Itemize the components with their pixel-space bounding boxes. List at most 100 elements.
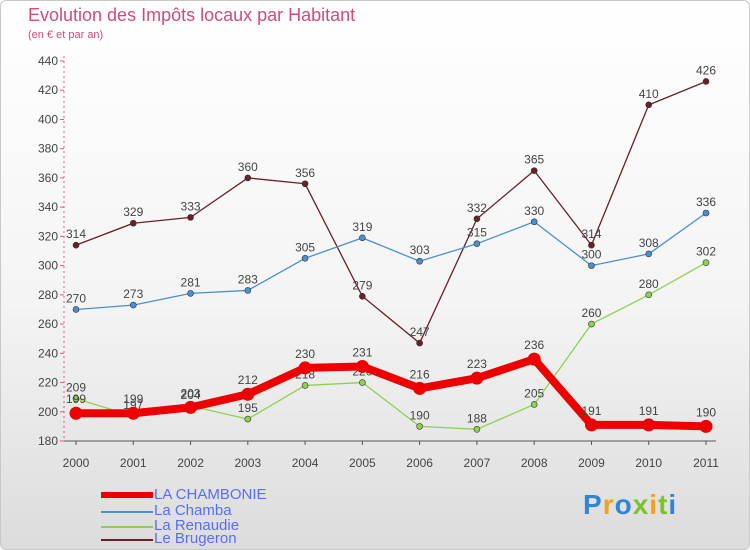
y-tick-label: 360 (38, 171, 58, 185)
data-point-le-brugeron (530, 167, 538, 174)
proxiti-logo: Proxiti (583, 489, 677, 521)
data-label-le-brugeron: 426 (696, 63, 716, 77)
data-point-le-brugeron (244, 174, 252, 182)
legend-swatch-la-renaudie (101, 526, 153, 528)
data-label-la-chamba: 281 (181, 275, 201, 289)
data-label-la-chambonie: 216 (410, 367, 430, 381)
data-label-le-brugeron: 314 (66, 227, 86, 241)
legend-label-la-chamba: La Chamba (154, 502, 232, 519)
data-point-la-renaudie (416, 423, 423, 430)
data-label-la-chamba: 303 (410, 243, 430, 257)
y-tick-label: 320 (38, 229, 58, 243)
y-tick-label: 180 (38, 434, 58, 448)
data-label-la-chambonie: 223 (467, 357, 487, 371)
x-tick-label: 2004 (292, 456, 319, 470)
data-point-le-brugeron (645, 101, 653, 109)
data-label-le-brugeron: 279 (352, 278, 372, 292)
x-tick-label: 2009 (578, 456, 605, 470)
data-point-la-chambonie (126, 406, 140, 420)
data-point-la-chamba (187, 290, 194, 297)
data-point-le-brugeron (702, 78, 710, 85)
data-label-le-brugeron: 333 (181, 199, 201, 213)
x-tick-label: 2007 (464, 456, 491, 470)
data-point-la-renaudie (530, 401, 538, 408)
x-tick-label: 2008 (521, 456, 548, 470)
legend-swatch-la-chamba (101, 511, 153, 513)
data-label-la-chambonie: 230 (295, 347, 315, 361)
data-label-la-renaudie: 205 (524, 386, 544, 400)
data-label-la-chamba: 300 (581, 248, 601, 262)
data-point-la-chamba (359, 234, 366, 242)
chart-subtitle: (en € et par an) (28, 29, 104, 41)
data-point-la-renaudie (473, 426, 481, 433)
x-tick-label: 2010 (635, 456, 662, 470)
logo-letter: o (614, 489, 633, 520)
data-point-la-chamba (301, 255, 309, 262)
data-label-le-brugeron: 365 (524, 153, 544, 167)
data-point-la-chamba (244, 287, 252, 294)
data-point-le-brugeron (129, 219, 137, 227)
x-tick-label: 2001 (120, 456, 147, 470)
data-point-le-brugeron (301, 180, 309, 188)
data-label-le-brugeron: 329 (123, 205, 143, 219)
legend-item-la-chamba: La Chamba (101, 502, 361, 520)
data-label-la-chambonie: 199 (66, 392, 86, 406)
data-point-la-chamba (588, 262, 595, 269)
data-label-la-chamba: 305 (295, 240, 315, 254)
data-point-la-chambonie (642, 418, 656, 432)
data-label-la-chambonie: 191 (639, 404, 659, 418)
data-label-la-renaudie: 195 (238, 401, 258, 415)
data-label-la-chamba: 315 (467, 226, 487, 240)
data-label-la-renaudie: 188 (467, 411, 487, 425)
data-point-la-chambonie (413, 381, 427, 395)
data-point-la-chamba (530, 218, 538, 226)
data-point-la-chambonie (355, 359, 369, 373)
legend-label-la-renaudie: La Renaudie (154, 517, 240, 534)
data-label-la-renaudie: 204 (181, 388, 201, 402)
data-label-la-renaudie: 209 (66, 381, 86, 395)
data-label-la-chamba: 283 (238, 272, 258, 286)
chart-title: Evolution des Impôts locaux par Habitant (28, 5, 356, 25)
y-tick-label: 400 (38, 112, 58, 126)
data-label-la-renaudie: 302 (696, 245, 716, 259)
series-line-la-chambonie (72, 355, 710, 431)
data-label-le-brugeron: 247 (410, 325, 430, 339)
series-line-la-renaudie (75, 262, 707, 430)
logo-letter: i (668, 489, 678, 520)
data-label-le-brugeron: 356 (295, 166, 315, 180)
legend-item-la-renaudie: La Renaudie (101, 517, 361, 535)
x-tick-label: 2000 (63, 456, 90, 470)
data-point-la-chambonie (527, 352, 541, 366)
y-tick-label: 300 (38, 259, 58, 273)
logo-letter: r (602, 489, 615, 520)
x-tick-label: 2006 (406, 456, 433, 470)
data-label-la-chamba: 273 (123, 287, 143, 301)
data-label-la-chambonie: 203 (181, 386, 201, 400)
y-tick-label: 220 (38, 376, 58, 390)
x-tick-label: 2002 (177, 456, 204, 470)
data-point-la-renaudie (244, 415, 252, 423)
legend-label-la-chambonie: LA CHAMBONIE (154, 486, 267, 503)
legend-item-le-brugeron: Le Brugeron (101, 530, 361, 548)
y-tick-label: 420 (38, 83, 58, 97)
x-tick-label: 2003 (234, 456, 261, 470)
data-point-la-renaudie (588, 320, 595, 328)
data-point-la-chambonie (584, 418, 598, 432)
data-label-la-chambonie: 231 (352, 345, 372, 359)
logo-letter: i (649, 489, 659, 520)
data-label-la-chamba: 336 (696, 195, 716, 209)
x-tick-label: 2005 (349, 456, 376, 470)
data-label-la-chamba: 330 (524, 204, 544, 218)
data-label-la-chambonie: 236 (524, 338, 544, 352)
data-label-la-renaudie: 190 (410, 408, 430, 422)
data-point-la-chamba (416, 257, 423, 265)
data-point-le-brugeron (473, 215, 481, 223)
data-label-la-chamba: 270 (66, 291, 86, 305)
data-label-le-brugeron: 360 (238, 160, 258, 174)
data-label-la-chamba: 308 (639, 236, 659, 250)
data-point-la-renaudie (359, 379, 366, 386)
data-label-la-chambonie: 190 (696, 405, 716, 419)
data-point-la-chamba (473, 240, 481, 247)
